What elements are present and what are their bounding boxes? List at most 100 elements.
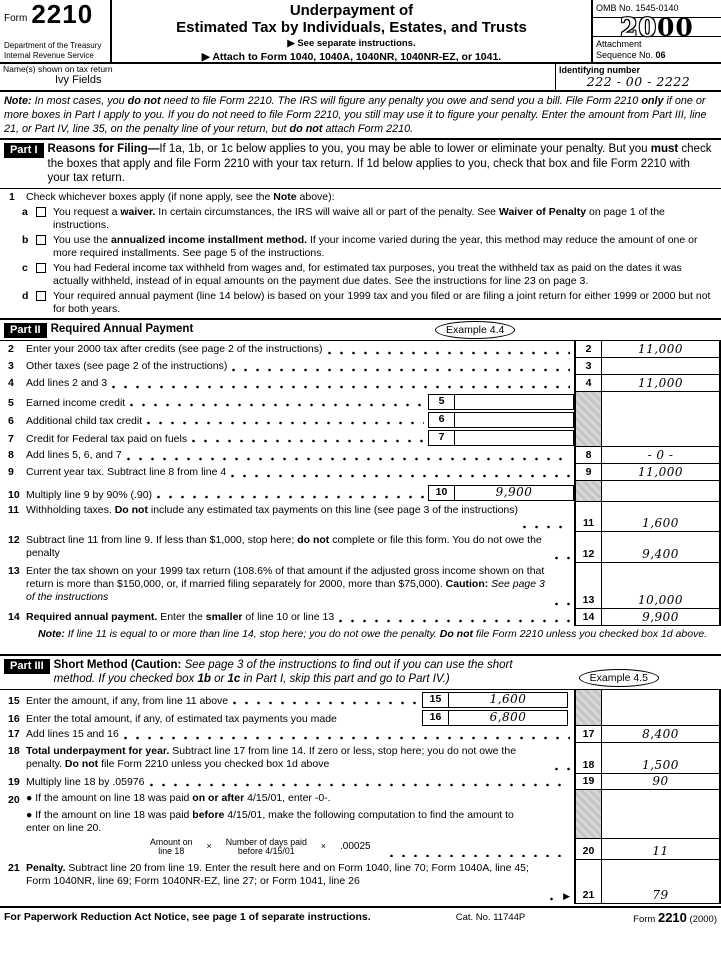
line-19-label: Multiply line 18 by .05976 bbox=[26, 775, 145, 788]
checkbox-1a[interactable] bbox=[36, 206, 46, 217]
line-15-amount[interactable]: 1,600 bbox=[489, 691, 527, 706]
line-21-row: 21 Penalty. Subtract line 20 from line 1… bbox=[0, 859, 721, 904]
line-16-amount[interactable]: 6,800 bbox=[489, 709, 527, 724]
form-note: Note: In most cases, you do not need to … bbox=[4, 95, 707, 135]
multiply-sign: × bbox=[206, 841, 212, 852]
dot-leader bbox=[230, 467, 570, 479]
lines-15-16-group: 15 Enter the amount, if any, from line 1… bbox=[0, 689, 721, 726]
empty-amount-cell bbox=[602, 789, 721, 839]
dot-leader bbox=[232, 694, 418, 706]
line-11-amount[interactable]: 1,600 bbox=[602, 501, 721, 532]
paperwork-notice: For Paperwork Reduction Act Notice, see … bbox=[4, 910, 371, 923]
form-word: Form bbox=[4, 13, 28, 24]
line-10-amount[interactable]: 9,900 bbox=[495, 484, 533, 499]
dot-leader bbox=[148, 776, 570, 788]
line-6-amount[interactable] bbox=[455, 413, 573, 427]
empty-amount-cell bbox=[602, 480, 721, 502]
checkbox-row-1a: a You request a waiver. In certain circu… bbox=[0, 206, 721, 232]
line-19-row: 19 Multiply line 18 by .05976 19 90 bbox=[0, 773, 721, 790]
omb-number: OMB No. 1545-0140 bbox=[593, 0, 721, 18]
line-9-amount[interactable]: 11,000 bbox=[602, 463, 721, 481]
identifying-number-label: Identifying number bbox=[559, 65, 640, 75]
taxpayer-row: Name(s) shown on tax return Ivy Fields I… bbox=[0, 64, 721, 92]
part1-bar: Part I bbox=[4, 143, 44, 158]
line-11-row: 11 Withholding taxes. Do not include any… bbox=[0, 501, 721, 532]
checkbox-1c[interactable] bbox=[36, 262, 46, 273]
empty-amount-cell bbox=[602, 391, 721, 447]
line-8-row: 8 Add lines 5, 6, and 7 8 - 0 - bbox=[0, 446, 721, 464]
line-20-computation: Amount on line 18 × Number of days paid be… bbox=[150, 837, 574, 857]
line-3-label: Other taxes (see page 2 of the instructi… bbox=[26, 359, 228, 372]
line-15-label: Enter the amount, if any, from line 11 a… bbox=[26, 694, 229, 707]
line-5-row: 5 Earned income credit 5 bbox=[0, 392, 574, 410]
line-13-amount[interactable]: 10,000 bbox=[602, 562, 721, 609]
checkbox-1b[interactable] bbox=[36, 234, 46, 245]
name-label: Name(s) shown on tax return bbox=[3, 64, 113, 74]
line-4-row: 4 Add lines 2 and 3 4 11,000 bbox=[0, 374, 721, 392]
line-6-label: Additional child tax credit bbox=[26, 414, 143, 427]
form-title-block: Underpayment of Estimated Tax by Individ… bbox=[112, 0, 591, 63]
line-3-row: 3 Other taxes (see page 2 of the instruc… bbox=[0, 357, 721, 375]
line-7-amount[interactable] bbox=[455, 431, 573, 445]
line-18-amount[interactable]: 1,500 bbox=[602, 742, 721, 774]
dept-treasury: Department of the Treasury bbox=[4, 41, 102, 50]
dot-leader bbox=[554, 595, 570, 607]
dot-leader bbox=[111, 378, 570, 390]
form-id-block: Form 2210 Department of the Treasury Int… bbox=[0, 0, 112, 62]
line-16-row: 16 Enter the total amount, if any, of es… bbox=[0, 708, 574, 726]
checkbox-1d[interactable] bbox=[36, 290, 46, 301]
line-4-amount[interactable]: 11,000 bbox=[602, 374, 721, 392]
line-17-row: 17 Add lines 15 and 16 17 8,400 bbox=[0, 725, 721, 743]
line-20-amount[interactable]: 11 bbox=[602, 838, 721, 860]
line-5-amount[interactable] bbox=[455, 395, 573, 409]
line-21-amount[interactable]: 79 bbox=[602, 859, 721, 904]
line-17-amount[interactable]: 8,400 bbox=[602, 725, 721, 743]
dot-leader bbox=[522, 518, 570, 530]
part2-header: Part II Required Annual Payment Example … bbox=[0, 317, 721, 340]
form-title-line1: Underpayment of bbox=[289, 2, 414, 19]
footer-form-id: Form 2210 (2000) bbox=[633, 909, 717, 925]
line-11-label: Withholding taxes. Do not include any es… bbox=[26, 503, 519, 516]
checkbox-1b-text: You use the annualized income installmen… bbox=[53, 233, 698, 259]
line1-text: Check whichever boxes apply (if none app… bbox=[26, 190, 335, 203]
checkbox-row-1d: d Your required annual payment (line 14 … bbox=[0, 290, 721, 316]
line-19-amount[interactable]: 90 bbox=[602, 773, 721, 790]
line-2-label: Enter your 2000 tax after credits (see p… bbox=[26, 342, 323, 355]
name-field[interactable]: Ivy Fields bbox=[55, 74, 102, 86]
dot-leader bbox=[125, 450, 570, 462]
line-18-label: Total underpayment for year. Subtract li… bbox=[26, 744, 517, 770]
dot-leader bbox=[549, 890, 560, 902]
part2-table: 2 Enter your 2000 tax after credits (see… bbox=[0, 339, 721, 654]
line-14-amount[interactable]: 9,900 bbox=[602, 608, 721, 626]
line-20-row: 20 ● If the amount on line 18 was paid o… bbox=[0, 789, 721, 860]
line-17-label: Add lines 15 and 16 bbox=[26, 727, 119, 740]
part3-table: 15 Enter the amount, if any, from line 1… bbox=[0, 688, 721, 904]
line-8-label: Add lines 5, 6, and 7 bbox=[26, 448, 122, 461]
dot-leader bbox=[146, 414, 424, 426]
identifying-number-field[interactable]: 222 - 00 - 2222 bbox=[586, 74, 691, 89]
line-18-row: 18 Total underpayment for year. Subtract… bbox=[0, 742, 721, 774]
line-8-amount[interactable]: - 0 - bbox=[602, 446, 721, 464]
shaded-cell bbox=[574, 480, 602, 502]
tax-year: 20 00 bbox=[593, 15, 721, 40]
line-2-amount[interactable]: 11,000 bbox=[602, 340, 721, 358]
line-14-row: 14 Required annual payment. Enter the sm… bbox=[0, 608, 721, 626]
line-20-bullet1: ● If the amount on line 18 was paid on o… bbox=[26, 791, 331, 804]
checkbox-row-1b: b You use the annualized income installm… bbox=[0, 234, 721, 260]
dot-leader bbox=[191, 432, 424, 444]
dot-leader bbox=[554, 549, 570, 561]
line-3-amount[interactable] bbox=[602, 357, 721, 375]
dot-leader bbox=[122, 729, 570, 741]
part1-heading: Reasons for Filing—If 1a, 1b, or 1c belo… bbox=[47, 143, 712, 184]
shaded-cell bbox=[574, 789, 602, 839]
line-6-row: 6 Additional child tax credit 6 bbox=[0, 410, 574, 428]
line-15-row: 15 Enter the amount, if any, from line 1… bbox=[0, 690, 574, 708]
form-footer: For Paperwork Reduction Act Notice, see … bbox=[0, 905, 721, 926]
arrow-icon: ▶ bbox=[563, 890, 570, 901]
dot-leader bbox=[338, 612, 570, 624]
line-12-amount[interactable]: 9,400 bbox=[602, 531, 721, 563]
line-21-label: Penalty. Subtract line 20 from line 19. … bbox=[26, 861, 529, 887]
attach-to-note: ▶ Attach to Form 1040, 1040A, 1040NR, 10… bbox=[201, 51, 502, 63]
catalog-number: Cat. No. 11744P bbox=[455, 911, 526, 923]
